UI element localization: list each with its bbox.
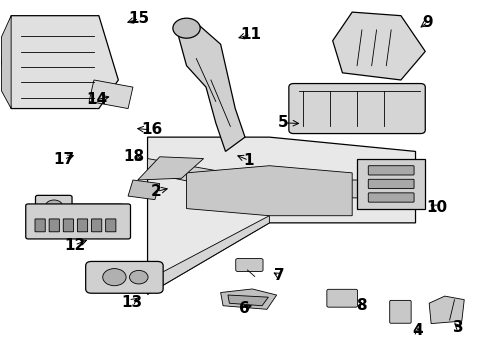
FancyBboxPatch shape — [35, 219, 45, 232]
FancyBboxPatch shape — [63, 219, 74, 232]
FancyBboxPatch shape — [289, 84, 425, 134]
Polygon shape — [187, 166, 352, 216]
Polygon shape — [147, 216, 270, 294]
Text: 14: 14 — [86, 92, 107, 107]
FancyBboxPatch shape — [106, 219, 116, 232]
FancyBboxPatch shape — [92, 219, 102, 232]
FancyBboxPatch shape — [368, 166, 414, 175]
Polygon shape — [147, 158, 416, 198]
Text: 8: 8 — [357, 298, 367, 313]
Text: 10: 10 — [426, 201, 447, 215]
Text: 4: 4 — [413, 323, 423, 338]
Polygon shape — [333, 12, 425, 80]
Text: 6: 6 — [239, 301, 249, 316]
FancyBboxPatch shape — [86, 261, 163, 293]
Text: 11: 11 — [241, 27, 261, 42]
FancyBboxPatch shape — [368, 179, 414, 189]
Polygon shape — [228, 295, 269, 306]
Polygon shape — [89, 80, 133, 109]
Polygon shape — [220, 289, 277, 309]
Text: 17: 17 — [53, 152, 74, 167]
Polygon shape — [138, 157, 203, 180]
Text: 5: 5 — [278, 115, 288, 130]
FancyBboxPatch shape — [49, 219, 59, 232]
FancyBboxPatch shape — [26, 204, 130, 239]
Text: 13: 13 — [122, 295, 143, 310]
Polygon shape — [128, 180, 160, 200]
Circle shape — [80, 211, 96, 223]
Polygon shape — [1, 16, 11, 109]
Text: 2: 2 — [151, 184, 162, 199]
Text: 15: 15 — [129, 11, 150, 26]
FancyBboxPatch shape — [327, 289, 358, 307]
FancyBboxPatch shape — [77, 219, 88, 232]
Polygon shape — [177, 23, 245, 152]
Polygon shape — [357, 158, 425, 208]
Polygon shape — [1, 16, 118, 109]
FancyBboxPatch shape — [236, 258, 263, 271]
Circle shape — [129, 270, 148, 284]
Circle shape — [173, 18, 200, 38]
FancyBboxPatch shape — [35, 195, 72, 217]
Text: 1: 1 — [244, 153, 254, 168]
Text: 16: 16 — [141, 122, 162, 138]
Text: 3: 3 — [453, 320, 464, 335]
Polygon shape — [429, 296, 464, 324]
FancyBboxPatch shape — [390, 300, 411, 323]
Text: 18: 18 — [123, 149, 145, 164]
FancyBboxPatch shape — [368, 193, 414, 202]
Polygon shape — [147, 137, 416, 294]
Text: 7: 7 — [274, 268, 284, 283]
Circle shape — [45, 200, 63, 213]
Circle shape — [103, 269, 126, 286]
FancyBboxPatch shape — [67, 204, 123, 230]
Text: 12: 12 — [64, 238, 85, 252]
Text: 9: 9 — [422, 15, 433, 30]
Circle shape — [98, 212, 111, 222]
